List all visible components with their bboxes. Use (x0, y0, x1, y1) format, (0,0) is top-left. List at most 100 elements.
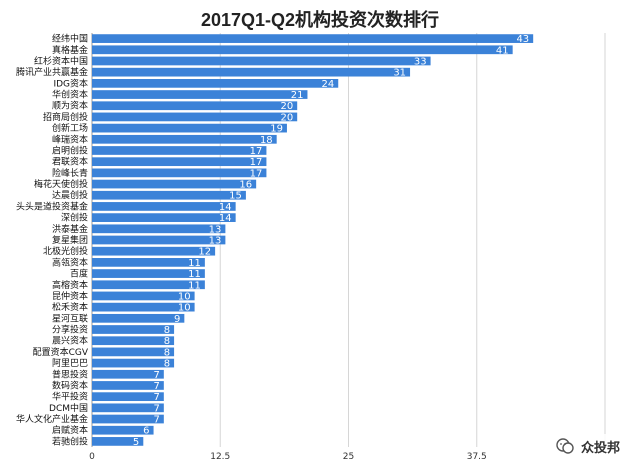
bar-value-label: 13 (209, 224, 222, 235)
category-label: 真格基金 (52, 44, 88, 56)
category-label: 梅花天使创投 (34, 178, 88, 190)
bar (92, 392, 164, 402)
wechat-logo-icon (556, 438, 574, 454)
x-tick-label: 12.5 (210, 452, 230, 462)
bar (92, 280, 205, 290)
category-label: 百度 (70, 268, 88, 280)
bar (92, 101, 298, 111)
bar-value-label: 7 (153, 415, 159, 426)
category-label: 昆仲资本 (52, 290, 88, 302)
category-labels: 经纬中国真格基金红杉资本中国腾讯产业共赢基金IDG资本华创资本顺为资本招商局创投… (16, 33, 89, 448)
category-label: 松禾资本 (52, 301, 88, 313)
bar (92, 403, 164, 413)
bar (92, 269, 205, 278)
bar (92, 347, 175, 357)
x-axis-ticks: 0 12.5 25 37.5 (89, 452, 487, 462)
bar (92, 213, 236, 222)
bar (92, 56, 431, 66)
bar (92, 190, 246, 200)
category-label: 创新工场 (52, 122, 88, 134)
bars: 4341333124212020191817171716151414131312… (92, 34, 534, 448)
bar (92, 246, 216, 256)
category-label: 分享投资 (52, 324, 88, 336)
bar-value-label: 10 (178, 291, 191, 302)
bar-value-label: 7 (153, 370, 159, 381)
bar (92, 313, 185, 323)
bar (92, 179, 257, 189)
category-label: 若驰创投 (52, 435, 88, 447)
category-label: 晨兴资本 (52, 335, 88, 347)
bar-value-label: 9 (174, 314, 180, 325)
category-label: 顺为资本 (52, 100, 88, 112)
bar (92, 425, 154, 435)
bar-value-label: 21 (291, 90, 304, 101)
bar (92, 112, 298, 122)
bar-value-label: 19 (270, 124, 283, 135)
category-label: 北极光创投 (43, 245, 88, 257)
category-label: 阿里巴巴 (52, 358, 88, 369)
x-tick-label: 0 (89, 452, 95, 462)
watermark: 众投邦 (548, 434, 626, 458)
bar (92, 414, 164, 424)
category-label: DCM中国 (49, 402, 88, 414)
bar (92, 202, 236, 211)
category-label: 数码资本 (52, 379, 88, 391)
category-label: 星河互联 (52, 312, 88, 324)
bar-value-label: 24 (322, 79, 335, 90)
category-label: 险峰长青 (52, 167, 88, 179)
bar (92, 168, 267, 178)
category-label: 经纬中国 (52, 33, 88, 45)
bar (92, 146, 267, 155)
bar (92, 358, 175, 368)
bar-value-label: 17 (250, 146, 263, 157)
bar (92, 67, 411, 77)
bar-value-label: 11 (188, 269, 201, 280)
bar (92, 134, 277, 144)
category-label: 配置资本CGV (33, 346, 89, 358)
bar (92, 381, 164, 390)
bar-value-label: 41 (496, 45, 509, 56)
category-label: 达晨创投 (52, 189, 88, 201)
bar-value-label: 20 (280, 101, 293, 112)
bar-value-label: 31 (393, 68, 406, 79)
category-label: 深创投 (61, 212, 88, 224)
bar (92, 369, 164, 379)
bar-value-label: 17 (250, 157, 263, 168)
category-label: 华创资本 (52, 89, 88, 101)
bar (92, 90, 308, 99)
watermark-text: 众投邦 (580, 440, 620, 456)
chart-title: 2017Q1-Q2机构投资次数排行 (200, 10, 440, 30)
category-label: 普思投资 (52, 368, 88, 380)
bar-value-label: 14 (219, 202, 232, 213)
bar-value-label: 8 (164, 336, 170, 347)
category-label: 峰瑞资本 (52, 133, 88, 145)
category-label: 复星集团 (52, 234, 88, 246)
category-label: 高榕资本 (52, 279, 88, 291)
bar (92, 224, 226, 234)
bar (92, 291, 195, 301)
bar (92, 45, 513, 55)
category-label: 招商局创投 (43, 111, 88, 123)
bar-value-label: 14 (219, 213, 232, 224)
category-label: 腾讯产业共赢基金 (16, 66, 88, 78)
bar-value-label: 11 (188, 258, 201, 269)
bar-value-label: 43 (516, 34, 529, 45)
bar (92, 157, 267, 167)
x-tick-label: 37.5 (467, 452, 487, 462)
bar-value-label: 8 (164, 347, 170, 358)
category-label: 君联资本 (52, 156, 88, 168)
bar-value-label: 7 (153, 392, 159, 403)
bar-value-label: 10 (178, 303, 191, 314)
bar-value-label: 8 (164, 325, 170, 336)
bar-value-label: 7 (153, 381, 159, 392)
category-label: 华人文化产业基金 (16, 413, 88, 425)
category-label: 红杉资本中国 (34, 55, 88, 67)
bar-value-label: 16 (239, 180, 252, 191)
bar (92, 258, 205, 267)
category-label: 启赋资本 (52, 424, 88, 436)
bar-value-label: 8 (164, 359, 170, 370)
category-label: 启明创投 (52, 144, 88, 156)
bar (92, 437, 144, 446)
bar-value-label: 20 (280, 112, 293, 123)
